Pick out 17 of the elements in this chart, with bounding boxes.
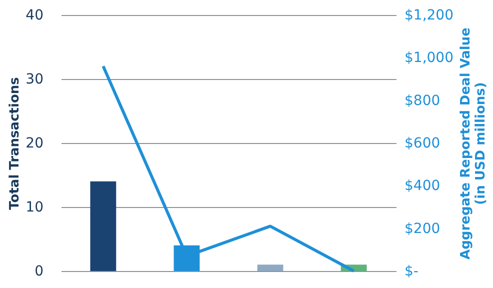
y2-axis-title: Aggregate Reported Deal Value (in USD millions)	[458, 27, 488, 260]
y2-tick-label: $200	[404, 220, 440, 237]
y-tick-label: 10	[26, 200, 44, 216]
y2-tick-label: $800	[404, 92, 440, 109]
y2-tick-label: $1,200	[404, 8, 454, 24]
y-tick-label: 40	[26, 8, 44, 24]
y2-tick-label: $400	[404, 178, 440, 194]
y2-tick-label: $-	[404, 264, 418, 280]
y-tick-label: 20	[26, 136, 44, 152]
y-axis-title: Total Transactions	[8, 76, 23, 210]
y-tick-label: 30	[26, 72, 44, 88]
y2-tick-label: $1,000	[404, 50, 454, 66]
bar	[257, 264, 284, 271]
y2-tick-label: $600	[404, 136, 440, 152]
y-tick-label: 0	[34, 264, 44, 280]
line-series	[102, 64, 356, 272]
bar	[90, 181, 116, 271]
